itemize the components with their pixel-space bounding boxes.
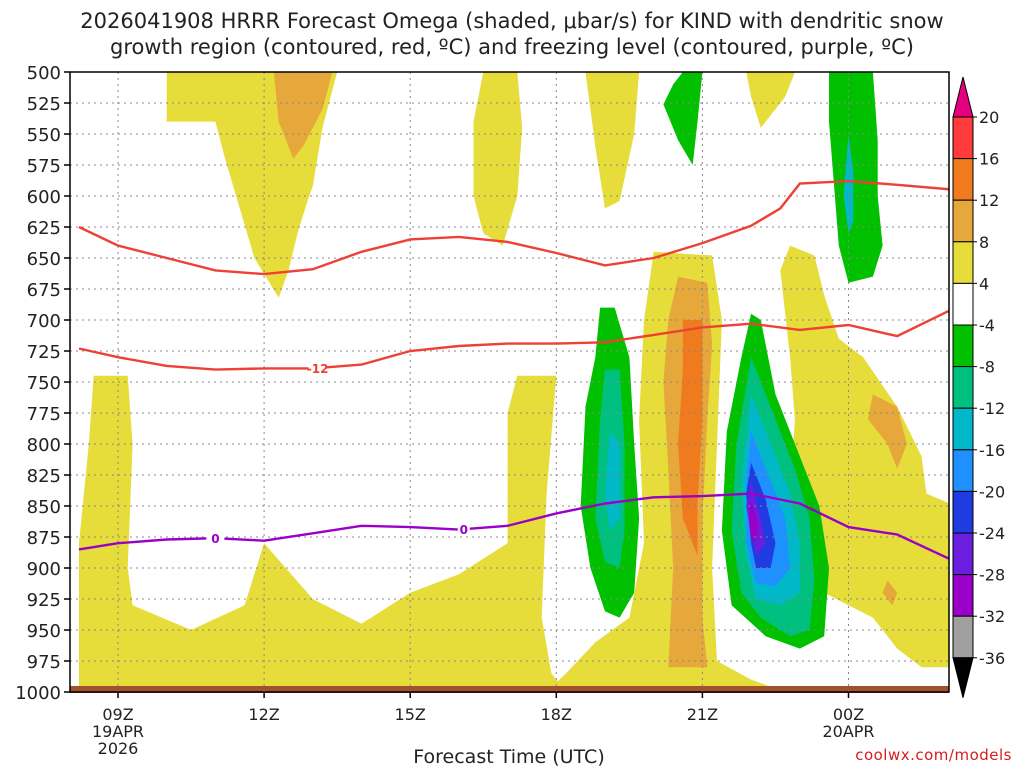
ground-rect xyxy=(70,686,949,693)
omega-region-v28-24 xyxy=(748,499,759,544)
freezing-level-label2-bg xyxy=(457,521,470,536)
colorbar-swatch-3 xyxy=(952,241,974,284)
colorbar-swatch-10 xyxy=(952,532,974,576)
y-tick-label-800: 800 xyxy=(27,435,61,456)
credit-link[interactable]: coolwx.com/models xyxy=(855,746,1012,764)
colorbar-label-4: 4 xyxy=(979,274,989,293)
chart-title-line2: growth region (contoured, red, ºC) and f… xyxy=(110,35,914,59)
y-tick-label-875: 875 xyxy=(27,528,61,549)
colorbar-swatch-0 xyxy=(952,116,974,160)
dendritic-upper-contour xyxy=(78,179,949,276)
y-tick-label-1000: 1000 xyxy=(15,683,61,704)
y-tick-label-600: 600 xyxy=(27,187,61,208)
colorbar-label-7: -12 xyxy=(979,399,1005,418)
colorbar-top-arrow xyxy=(952,76,974,118)
y-tick-label-550: 550 xyxy=(27,125,61,146)
x-tick-label-00Z: 00Z xyxy=(833,705,864,724)
chart-title: 2026041908 HRRR Forecast Omega (shaded, … xyxy=(0,8,1024,60)
y-tick-label-650: 650 xyxy=(27,249,61,270)
x-tick-sublabel-19APR: 19APR xyxy=(92,722,144,741)
dendritic-lower-contour xyxy=(78,309,949,371)
y-tick-label-625: 625 xyxy=(27,218,61,239)
ground-band xyxy=(70,686,949,693)
omega-region-y4-11 xyxy=(79,375,566,692)
freezing-level-label2: 0 xyxy=(460,523,468,537)
x-tick-label-15Z: 15Z xyxy=(395,705,426,724)
colorbar-swatch-8 xyxy=(952,449,974,492)
colorbar-swatch-6 xyxy=(952,366,974,409)
y-axis: 500 525 550 575 600 625 650 675 700 725 750 775 800 8… xyxy=(15,63,70,704)
colorbar-label-2: 12 xyxy=(979,191,999,210)
omega-region-g4-6 xyxy=(829,72,883,283)
colorbar-swatch-7 xyxy=(952,407,974,451)
y-tick-label-675: 675 xyxy=(27,280,61,301)
x-tick-year-2026: 2026 xyxy=(98,739,139,758)
omega-region-o8-1 xyxy=(273,72,333,159)
x-tick-label-12Z: 12Z xyxy=(248,705,279,724)
x-axis-label: Forecast Time (UTC) xyxy=(413,746,605,768)
dendritic-lower-contour-label-bg xyxy=(308,360,327,375)
colorbar-swatch-1 xyxy=(952,158,974,201)
freezing-level-contour-label: 0 xyxy=(211,532,219,546)
omega-region-g4-4 xyxy=(663,72,703,165)
dendritic-lower-contour-label: -12 xyxy=(307,362,329,376)
y-tick-label-500: 500 xyxy=(27,63,61,84)
y-tick-label-525: 525 xyxy=(27,94,61,115)
y-tick-label-900: 900 xyxy=(27,559,61,580)
omega-region-y4-12 xyxy=(546,251,786,692)
colorbar-label-3: 8 xyxy=(979,233,989,252)
y-tick-label-925: 925 xyxy=(27,590,61,611)
colorbar-label-5: -4 xyxy=(979,316,995,335)
y-tick-label-575: 575 xyxy=(27,156,61,177)
colorbar-label-12: -32 xyxy=(979,607,1005,626)
colorbar-label-9: -20 xyxy=(979,482,1005,501)
colorbar-swatch-9 xyxy=(952,490,974,534)
colorbar-label-10: -24 xyxy=(979,524,1005,543)
y-tick-label-775: 775 xyxy=(27,404,61,425)
colorbar-swatch-12 xyxy=(952,615,974,659)
chart-title-line1: 2026041908 HRRR Forecast Omega (shaded, … xyxy=(80,9,944,33)
omega-region-c12-7 xyxy=(843,134,854,234)
x-tick-label-18Z: 18Z xyxy=(541,705,572,724)
x-tick-label-21Z: 21Z xyxy=(687,705,718,724)
y-tick-label-825: 825 xyxy=(27,466,61,487)
colorbar-swatch-4 xyxy=(952,282,974,326)
omega-shading xyxy=(79,72,949,692)
contours: -12 0 0 xyxy=(78,179,949,561)
colorbar-label-13: -36 xyxy=(979,649,1005,668)
omega-region-c12-17 xyxy=(605,431,620,531)
freezing-level-contour-label-bg xyxy=(206,531,225,546)
colorbar-label-0: 20 xyxy=(979,108,999,127)
omega-region-o8-9 xyxy=(868,394,907,469)
y-tick-label-850: 850 xyxy=(27,497,61,518)
colorbar-swatch-5 xyxy=(952,324,974,368)
y-tick-label-975: 975 xyxy=(27,652,61,673)
x-tick-sublabel-20APR: 20APR xyxy=(822,722,874,741)
colorbar-label-11: -28 xyxy=(979,566,1005,585)
colorbar: 20 16 12 8 4 -4 -8 -12 -16 -20 -24 -28 -32 -36 xyxy=(952,76,1005,698)
colorbar-label-8: -16 xyxy=(979,441,1005,460)
x-tick-label-09Z: 09Z xyxy=(102,705,133,724)
colorbar-label-6: -8 xyxy=(979,358,995,377)
colorbar-swatch-11 xyxy=(952,574,974,617)
y-tick-label-725: 725 xyxy=(27,342,61,363)
y-tick-label-700: 700 xyxy=(27,311,61,332)
colorbar-bottom-arrow xyxy=(952,657,974,698)
omega-region-y4-2 xyxy=(473,72,523,246)
omega-region-y4-3 xyxy=(585,72,640,209)
y-tick-label-950: 950 xyxy=(27,621,61,642)
colorbar-swatch-2 xyxy=(952,199,974,243)
colorbar-label-1: 16 xyxy=(979,150,999,169)
omega-region-y4-5 xyxy=(746,72,795,128)
y-tick-label-750: 750 xyxy=(27,373,61,394)
